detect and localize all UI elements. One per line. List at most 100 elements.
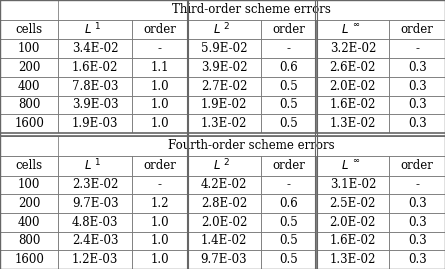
Bar [389,176,445,194]
Bar [389,250,445,269]
Bar [58,114,132,133]
Text: 0.5: 0.5 [279,235,298,247]
Text: 0.3: 0.3 [408,98,427,111]
Bar [316,95,389,114]
Bar [187,232,261,250]
Bar [261,194,316,213]
Text: 400: 400 [18,216,40,229]
Bar [389,194,445,213]
Bar [389,156,445,176]
Bar [58,176,132,194]
Bar [0,0,445,20]
Text: 1.3E-02: 1.3E-02 [330,253,376,266]
Text: cells: cells [16,23,43,36]
Text: 0.3: 0.3 [408,216,427,229]
Bar [0,156,58,176]
Text: 2.8E-02: 2.8E-02 [201,197,247,210]
Text: order: order [143,159,176,172]
Bar [187,156,261,176]
Text: 9.7E-03: 9.7E-03 [72,197,118,210]
Bar [0,114,58,133]
Text: 1.9E-03: 1.9E-03 [72,117,118,130]
Text: 2.6E-02: 2.6E-02 [330,61,376,74]
Bar [187,40,261,58]
Text: 1.6E-02: 1.6E-02 [72,61,118,74]
Text: 2.3E-02: 2.3E-02 [72,178,118,191]
Bar [0,176,58,194]
Text: -: - [287,178,291,191]
Bar [316,77,389,95]
Text: 0.5: 0.5 [279,80,298,93]
Bar [0,194,58,213]
Text: 0.5: 0.5 [279,117,298,130]
Text: $L$: $L$ [341,159,349,172]
Bar [132,156,187,176]
Text: 1.0: 1.0 [150,98,169,111]
Bar [0,250,58,269]
Bar [316,176,389,194]
Bar [187,194,261,213]
Bar [58,20,132,40]
Bar [187,114,261,133]
Text: 200: 200 [18,197,40,210]
Bar [132,58,187,77]
Bar [389,213,445,232]
Bar [132,114,187,133]
Bar [132,194,187,213]
Bar [389,95,445,114]
Bar [316,232,389,250]
Bar [0,95,58,114]
Text: 800: 800 [18,98,40,111]
Text: 1.9E-02: 1.9E-02 [201,98,247,111]
Text: 1.0: 1.0 [150,253,169,266]
Text: 0.3: 0.3 [408,253,427,266]
Bar [389,77,445,95]
Text: $L$: $L$ [213,23,220,36]
Text: 400: 400 [18,80,40,93]
Bar [261,20,316,40]
Bar [0,20,58,40]
Text: 3.4E-02: 3.4E-02 [72,42,118,55]
Text: 2.5E-02: 2.5E-02 [330,197,376,210]
Bar [316,250,389,269]
Bar [187,58,261,77]
Bar [187,95,261,114]
Bar [0,213,58,232]
Text: 2.0E-02: 2.0E-02 [330,80,376,93]
Text: 2.4E-03: 2.4E-03 [72,235,118,247]
Text: cells: cells [16,159,43,172]
Text: 2.0E-02: 2.0E-02 [330,216,376,229]
Bar [0,77,58,95]
Bar [0,40,58,58]
Bar [132,176,187,194]
Text: 2.7E-02: 2.7E-02 [201,80,247,93]
Text: 1.0: 1.0 [150,80,169,93]
Text: 1600: 1600 [14,253,44,266]
Bar [389,58,445,77]
Text: 0.3: 0.3 [408,235,427,247]
Bar [316,156,389,176]
Bar [58,40,132,58]
Bar [132,232,187,250]
Text: order: order [401,159,434,172]
Bar [261,95,316,114]
Bar [0,133,445,136]
Bar [261,40,316,58]
Bar [316,20,389,40]
Text: 100: 100 [18,42,40,55]
Bar [132,95,187,114]
Text: order: order [401,23,434,36]
Bar [261,58,316,77]
Text: 1.1: 1.1 [150,61,169,74]
Bar [389,40,445,58]
Bar [389,232,445,250]
Text: 3.2E-02: 3.2E-02 [330,42,376,55]
Bar [0,136,445,156]
Bar [58,213,132,232]
Text: -: - [415,178,419,191]
Bar [316,114,389,133]
Text: $L$: $L$ [84,23,92,36]
Bar [261,250,316,269]
Text: 200: 200 [18,61,40,74]
Text: 3.9E-03: 3.9E-03 [72,98,118,111]
